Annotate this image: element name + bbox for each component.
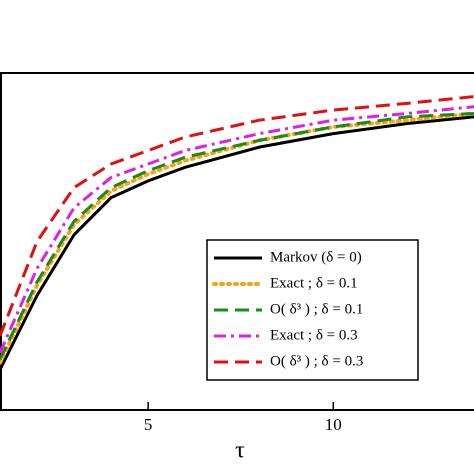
legend-label: Exact ; δ = 0.3 [270,327,358,343]
series-line [0,105,474,354]
series-line [0,95,474,337]
x-axis-label: τ [235,438,245,464]
legend-label: O( δ³ ) ; δ = 0.1 [270,301,363,317]
series-line [0,115,474,371]
x-tick-label: 10 [325,415,342,434]
legend-label: Exact ; δ = 0.1 [270,275,358,291]
legend-label: Markov (δ = 0) [270,249,362,265]
legend-label: O( δ³ ) ; δ = 0.3 [270,353,363,369]
series-line [0,111,474,365]
series-line [0,111,474,361]
x-tick-label: 5 [144,415,153,434]
